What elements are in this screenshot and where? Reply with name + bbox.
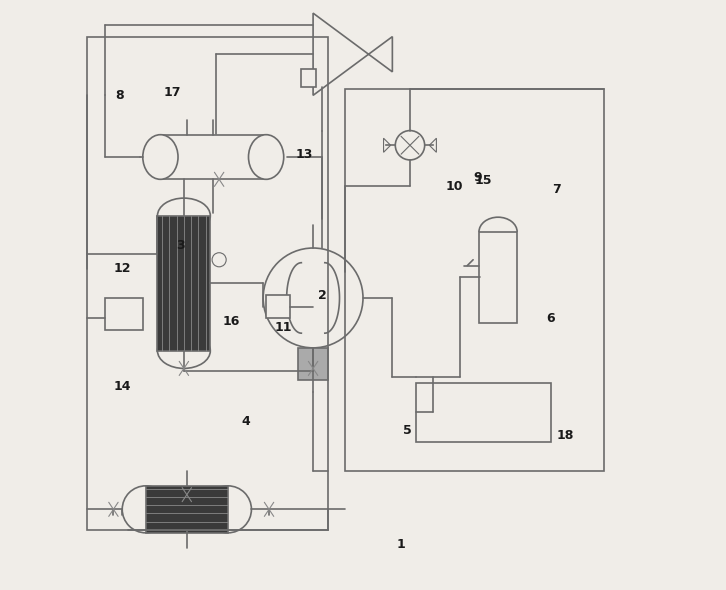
Text: 1: 1 <box>397 538 406 551</box>
Bar <box>479 232 517 323</box>
Bar <box>301 69 316 87</box>
Text: 14: 14 <box>113 379 131 392</box>
Text: 8: 8 <box>115 89 123 102</box>
Text: 6: 6 <box>547 312 555 325</box>
Text: 10: 10 <box>445 180 462 193</box>
Text: 17: 17 <box>163 86 181 99</box>
Ellipse shape <box>158 198 211 233</box>
Bar <box>416 383 551 442</box>
Text: 15: 15 <box>475 174 492 187</box>
Polygon shape <box>429 138 436 152</box>
Ellipse shape <box>212 253 227 267</box>
Text: 11: 11 <box>275 321 293 334</box>
Ellipse shape <box>395 130 425 160</box>
Bar <box>346 90 604 471</box>
Ellipse shape <box>248 135 284 179</box>
Polygon shape <box>313 13 392 96</box>
Text: 13: 13 <box>295 148 313 160</box>
Text: 12: 12 <box>113 262 131 275</box>
Ellipse shape <box>158 333 211 368</box>
Text: 3: 3 <box>176 238 185 251</box>
Bar <box>87 37 327 530</box>
Text: 5: 5 <box>403 424 412 437</box>
Bar <box>146 486 228 533</box>
Bar <box>105 298 143 330</box>
Ellipse shape <box>122 486 169 533</box>
Ellipse shape <box>263 248 363 348</box>
Text: 18: 18 <box>557 430 574 442</box>
Text: 4: 4 <box>241 415 250 428</box>
Polygon shape <box>383 138 391 152</box>
Bar <box>298 348 327 380</box>
Ellipse shape <box>143 135 178 179</box>
Bar <box>266 295 290 319</box>
Text: 7: 7 <box>552 183 561 196</box>
Text: 2: 2 <box>317 289 326 301</box>
Text: 9: 9 <box>473 171 482 184</box>
Text: 16: 16 <box>222 315 240 328</box>
Bar <box>158 216 211 351</box>
Ellipse shape <box>205 486 251 533</box>
Bar <box>160 135 266 179</box>
